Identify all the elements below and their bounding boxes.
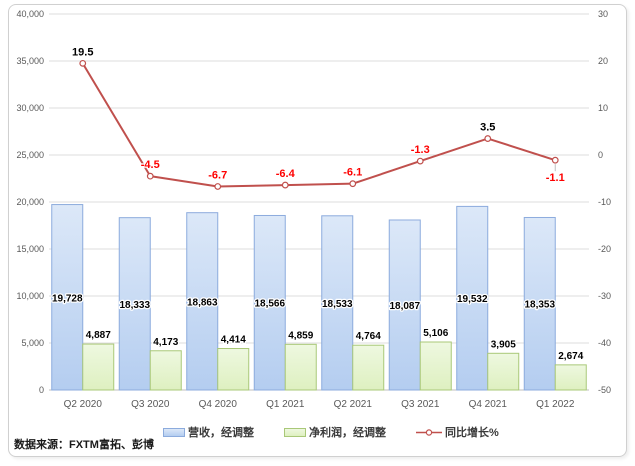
- x-axis-label: Q3 2021: [401, 399, 440, 410]
- y-axis-label-right: 10: [598, 103, 608, 113]
- profit-bar-label: 5,106: [423, 328, 448, 339]
- revenue-bar: [118, 217, 151, 391]
- x-axis-label: Q1 2021: [266, 399, 305, 410]
- profit-bar: [419, 341, 452, 391]
- legend: 营收，经调整 净利润，经调整 同比增长%: [163, 424, 499, 440]
- profit-bar: [149, 350, 182, 391]
- profit-bar: [352, 344, 385, 391]
- profit-bar: [554, 364, 587, 391]
- yoy-label: -1.3: [411, 144, 430, 156]
- y-axis-label-left: 0: [39, 385, 44, 395]
- y-axis-label-right: -10: [598, 197, 611, 207]
- revenue-bar: [186, 212, 219, 391]
- yoy-label: -6.7: [208, 169, 227, 181]
- y-axis-label-right: -30: [598, 291, 611, 301]
- y-axis-label-left: 30,000: [16, 103, 44, 113]
- profit-bar: [217, 348, 250, 391]
- yoy-label: -4.5: [141, 159, 160, 171]
- yoy-marker: [214, 183, 222, 190]
- revenue-bar: [51, 204, 84, 391]
- legend-item-revenue: 营收，经调整: [163, 424, 254, 440]
- x-axis-label: Q3 2020: [131, 399, 170, 410]
- revenue-bar: [388, 219, 421, 391]
- yoy-marker: [349, 180, 357, 188]
- yoy-legend-line-icon: [416, 428, 442, 437]
- profit-bar: [487, 352, 520, 391]
- revenue-bar-label: 18,353: [524, 300, 555, 311]
- y-axis-label-left: 15,000: [16, 244, 44, 254]
- y-axis-label-right: 0: [598, 150, 603, 160]
- source-note: 数据来源：FXTM富拓、彭博: [14, 439, 154, 451]
- yoy-marker: [551, 156, 559, 164]
- y-axis-label-right: -50: [598, 385, 611, 395]
- yoy-label: -6.1: [343, 167, 362, 179]
- profit-bar: [82, 343, 115, 391]
- profit-bar-label: 4,887: [86, 330, 111, 341]
- y-axis-label-right: 30: [598, 9, 608, 19]
- revenue-bar-label: 18,087: [389, 301, 420, 312]
- profit-bar-label: 2,674: [558, 351, 583, 362]
- x-axis-label: Q2 2020: [64, 399, 103, 410]
- yoy-label: 3.5: [480, 122, 495, 134]
- x-axis-label: Q1 2022: [536, 399, 575, 410]
- revenue-bar-label: 19,728: [52, 293, 83, 304]
- yoy-label: -1.1: [546, 172, 565, 184]
- x-axis-label: Q4 2020: [199, 399, 238, 410]
- y-axis-label-right: -20: [598, 244, 611, 254]
- yoy-marker: [484, 135, 492, 142]
- profit-bar-label: 4,173: [153, 337, 178, 348]
- profit-bar-label: 4,859: [288, 330, 313, 341]
- legend-item-profit: 净利润，经调整: [284, 424, 386, 440]
- revenue-bar-label: 19,532: [457, 294, 488, 305]
- y-axis-label-right: -40: [598, 338, 611, 348]
- yoy-marker: [281, 181, 289, 189]
- revenue-bar-label: 18,863: [187, 297, 218, 308]
- profit-bar: [284, 343, 317, 391]
- yoy-line: [81, 62, 556, 188]
- x-axis-label: Q4 2021: [469, 399, 508, 410]
- legend-label-revenue: 营收，经调整: [188, 427, 254, 439]
- y-axis-label-left: 10,000: [16, 291, 44, 301]
- revenue-bar: [523, 216, 556, 391]
- revenue-bar: [253, 214, 286, 391]
- revenue-bar: [321, 215, 354, 391]
- y-axis-label-left: 5,000: [21, 338, 44, 348]
- y-axis-label-left: 25,000: [16, 150, 44, 160]
- profit-legend-swatch-icon: [284, 427, 306, 437]
- profit-bar-label: 4,764: [356, 331, 381, 342]
- revenue-bar: [456, 205, 489, 391]
- legend-item-yoy: 同比增长%: [416, 424, 499, 440]
- y-axis-label-left: 40,000: [16, 9, 44, 19]
- yoy-marker: [416, 157, 424, 165]
- revenue-bar-label: 18,566: [254, 299, 285, 310]
- y-axis-label-left: 35,000: [16, 56, 44, 66]
- legend-label-yoy: 同比增长%: [445, 427, 499, 439]
- revenue-legend-swatch-icon: [163, 427, 185, 437]
- legend-label-profit: 净利润，经调整: [309, 427, 386, 439]
- yoy-label: 19.5: [72, 46, 93, 58]
- yoy-label: -6.4: [276, 168, 296, 180]
- revenue-bar-label: 18,333: [119, 300, 150, 311]
- yoy-marker: [146, 172, 154, 180]
- revenue-bar-label: 18,533: [322, 299, 353, 310]
- y-axis-label-right: 20: [598, 56, 608, 66]
- y-axis-label-left: 20,000: [16, 197, 44, 207]
- yoy-marker: [79, 59, 87, 67]
- profit-bar-label: 4,414: [221, 335, 246, 346]
- x-axis-label: Q2 2021: [334, 399, 373, 410]
- profit-bar-label: 3,905: [491, 339, 516, 350]
